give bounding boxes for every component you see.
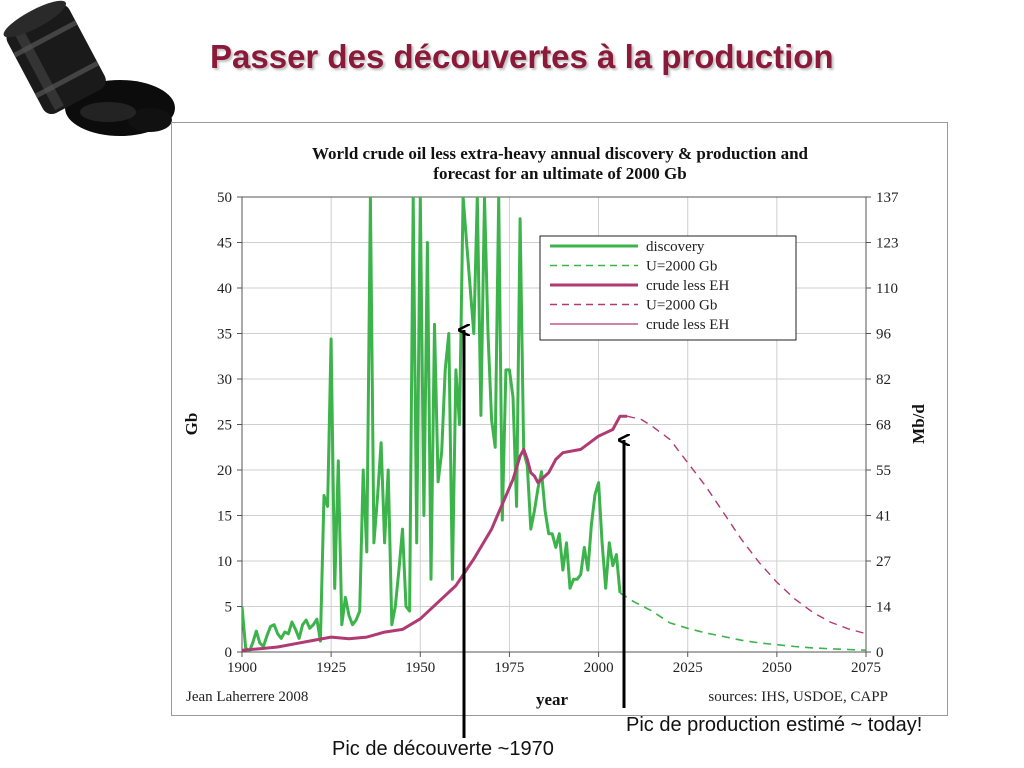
y-tick-label: 40 — [217, 281, 232, 297]
y-tick-label: 30 — [217, 372, 232, 388]
y-tick-label: 45 — [217, 236, 232, 252]
chart-frame: World crude oil less extra-heavy annual … — [171, 122, 948, 716]
y-tick-label: 15 — [217, 509, 232, 525]
chart-credit: Jean Laherrere 2008 — [186, 689, 308, 705]
y-tick-label: 0 — [225, 645, 233, 661]
chart-title-line-2: forecast for an ultimate of 2000 Gb — [433, 164, 686, 183]
y-axis-left: 0 5 10 15 20 25 30 35 40 45 50 — [217, 190, 242, 661]
x-axis: 1900 1925 1950 1975 2000 2025 2050 2075 — [227, 652, 881, 676]
y2-tick-label: 110 — [876, 281, 898, 297]
legend-label: discovery — [646, 239, 705, 255]
legend-label: crude less EH — [646, 317, 729, 333]
y2-tick-label: 68 — [876, 418, 891, 434]
x-tick-label: 2050 — [762, 660, 792, 676]
y2-tick-label: 41 — [876, 509, 891, 525]
legend-label: crude less EH — [646, 278, 729, 294]
y2-tick-label: 55 — [876, 463, 891, 479]
x-axis-label: year — [536, 690, 569, 709]
series-layer — [242, 197, 866, 652]
y-axis-label: Gb — [182, 413, 201, 436]
legend-label: U=2000 Gb — [646, 298, 717, 314]
x-tick-label: 1950 — [405, 660, 435, 676]
x-tick-label: 1925 — [316, 660, 346, 676]
production-forecast-line — [626, 415, 866, 635]
legend-box — [539, 235, 797, 341]
y-tick-label: 35 — [217, 327, 232, 343]
y2-tick-label: 123 — [876, 236, 899, 252]
y2-tick-label: 137 — [876, 190, 899, 206]
discovery-peak-caption: Pic de découverte ~1970 — [332, 738, 554, 760]
x-tick-label: 1975 — [494, 660, 524, 676]
x-tick-label: 2025 — [673, 660, 703, 676]
production-line — [242, 414, 628, 652]
chart-title-line-1: World crude oil less extra-heavy annual … — [312, 144, 809, 163]
y-axis-right: 0 14 27 41 55 68 82 96 110 123 137 — [866, 190, 899, 661]
y-tick-label: 25 — [217, 418, 232, 434]
y2-tick-label: 96 — [876, 327, 892, 343]
legend-label: U=2000 Gb — [646, 259, 717, 275]
chart: World crude oil less extra-heavy annual … — [182, 144, 928, 709]
y2-axis-label: Mb/d — [909, 404, 928, 444]
y-tick-label: 50 — [217, 190, 232, 206]
x-tick-label: 2075 — [851, 660, 881, 676]
x-tick-label: 1900 — [227, 660, 257, 676]
x-tick-label: 2000 — [584, 660, 614, 676]
y2-tick-label: 0 — [876, 645, 884, 661]
y-tick-label: 20 — [217, 463, 232, 479]
chart-sources: sources: IHS, USDOE, CAPP — [708, 689, 888, 705]
discovery-line — [242, 197, 622, 652]
y2-tick-label: 14 — [876, 600, 892, 616]
y2-tick-label: 82 — [876, 372, 891, 388]
y2-tick-label: 27 — [876, 554, 892, 570]
y-tick-label: 5 — [225, 600, 233, 616]
production-peak-caption: Pic de production estimé ~ today! — [626, 714, 923, 736]
legend: discovery U=2000 Gb crude less EH U=2000 Gb… — [539, 235, 797, 341]
discovery-forecast-line — [619, 592, 866, 651]
oil-barrel-spill-icon — [3, 0, 175, 136]
y-tick-label: 10 — [217, 554, 232, 570]
slide-title: Passer des découvertes à la production — [210, 38, 834, 75]
